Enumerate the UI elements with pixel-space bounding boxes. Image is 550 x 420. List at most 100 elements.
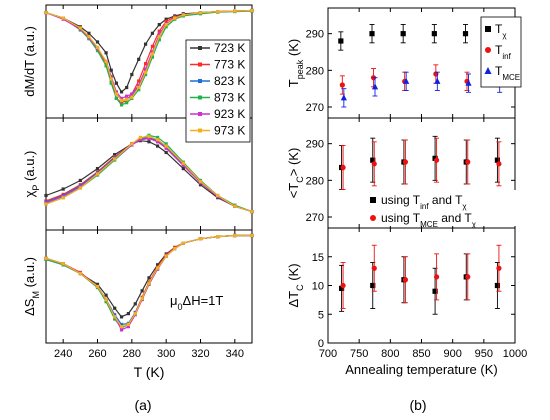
- panel-a-legend-label: 873 K: [214, 91, 245, 105]
- panel-a-data-point: [198, 179, 203, 184]
- panel-a-data-point: [140, 296, 144, 301]
- panel-a-data-point: [216, 234, 220, 239]
- panel-a-legend-marker: [198, 128, 202, 133]
- panel-a-data-point: [137, 83, 141, 87]
- panel-a: dM/dT (a.u.) χP (a.u.) ΔSM (a.u.) μ0ΔH=1T 24…: [22, 4, 254, 380]
- panel-b-y-tick-label: 10: [312, 281, 324, 293]
- panel-b-x-tick-label: 1000: [503, 348, 527, 360]
- panel-a-data-point: [61, 262, 65, 266]
- panel-b-data-point: [402, 159, 409, 165]
- panel-a-ylabel: χP (a.u.): [22, 151, 41, 198]
- panel-a-data-point: [138, 137, 143, 142]
- panel-b-data-point: [402, 277, 409, 283]
- panel-a-data-point: [216, 9, 220, 14]
- panel-a-ylabel-group: dM/dT (a.u.): [22, 26, 37, 97]
- panel-b-data-point: [369, 31, 375, 37]
- panel-a-x-tick-label: 280: [123, 348, 141, 360]
- panel-a-data-point: [137, 88, 141, 92]
- panel-a-data-point: [147, 134, 151, 138]
- panel-a-data-point: [130, 142, 134, 146]
- panel-b-data-point: [340, 94, 347, 101]
- panel-a-data-point: [233, 204, 237, 208]
- panel-a-axes-frame: [45, 229, 253, 344]
- panel-b-data-point: [494, 157, 501, 163]
- panel-a-data-point: [113, 317, 117, 321]
- panel-b-data-point: [400, 31, 406, 37]
- panel-b-data-point: [465, 274, 471, 280]
- panel-b-xlabel: Annealing temperature (K): [345, 362, 497, 377]
- panel-a-data-point: [150, 55, 155, 59]
- panel-a-data-point: [164, 19, 168, 23]
- panel-a-data-point: [104, 62, 108, 66]
- panel-b-y-tick-label: 270: [306, 102, 324, 114]
- panel-a-data-point: [181, 167, 185, 171]
- panel-a-legend-label: 723 K: [214, 41, 245, 55]
- panel-a-x-tick-label: 260: [88, 348, 106, 360]
- panel-b-data-point: [370, 157, 376, 163]
- panel-b-legend-label: Tχ: [495, 22, 507, 40]
- panel-a-x-tick-label: 320: [191, 348, 209, 360]
- panel-b-ylabel: Tpeak (K): [286, 39, 305, 87]
- panel-b-legend-top: Tχ Tinf TMCE: [480, 16, 522, 88]
- panel-a-data-point: [125, 85, 129, 90]
- panel-a-legend-marker: [198, 46, 202, 50]
- panel-a-data-point: [173, 246, 177, 251]
- panel-a-data-point: [133, 312, 137, 316]
- panel-b-data-point: [371, 161, 377, 167]
- panel-a-data-point: [113, 157, 117, 161]
- panel-b-data-point: [494, 282, 501, 289]
- panel-b-legend-marker: [370, 197, 376, 203]
- panel-a-legend-box: [185, 39, 251, 143]
- panel-a-series-line: [45, 10, 253, 106]
- panel-a-data-point: [119, 98, 124, 103]
- panel-a-data-point: [44, 202, 48, 206]
- panel-a-data-point: [78, 271, 82, 276]
- panel-a-data-point: [130, 72, 134, 77]
- panel-a-data-point: [157, 32, 161, 36]
- panel-b-data-point: [338, 285, 345, 291]
- panel-a-data-point: [119, 325, 124, 329]
- panel-a-data-point: [61, 196, 65, 200]
- panel-a-data-point: [109, 75, 113, 79]
- panel-b-x-tick-label: 850: [412, 348, 430, 360]
- panel-b-y-tick-label: 290: [306, 139, 324, 151]
- panel-a-data-point: [104, 59, 108, 64]
- panel-b-data-point: [496, 161, 502, 167]
- panel-a-data-point: [125, 101, 129, 105]
- panel-a-data-point: [198, 237, 203, 241]
- panel-a-data-point: [125, 97, 129, 102]
- panel-a-data-point: [78, 186, 82, 190]
- panel-a-data-point: [119, 322, 124, 327]
- panel-b-data-point: [433, 157, 440, 163]
- panel-a-data-point: [181, 13, 185, 17]
- panel-a-data-point: [104, 64, 108, 68]
- panel-a-data-point: [181, 161, 185, 165]
- panel-a-data-point: [150, 31, 155, 35]
- panel-b-legend-box: [365, 190, 517, 226]
- panel-a-data-point: [147, 136, 151, 141]
- panel-b-x-tick-label: 900: [443, 348, 461, 360]
- panel-a-data-point: [78, 178, 82, 183]
- panel-b-data-point: [434, 77, 441, 84]
- panel-a-data-point: [164, 144, 168, 148]
- panel-a-data-point: [126, 312, 130, 316]
- panel-a-data-point: [119, 90, 124, 94]
- panel-a-data-point: [155, 140, 160, 144]
- panel-b-data-point: [465, 159, 471, 165]
- panel-a-data-point: [233, 9, 237, 13]
- panel-a-data-point: [155, 263, 160, 267]
- panel-a-data-point: [143, 62, 148, 66]
- panel-a-data-point: [95, 282, 100, 286]
- panel-a-legend-label: 823 K: [214, 74, 245, 88]
- panel-a-data-point: [114, 90, 118, 94]
- panel-a-data-point: [181, 163, 185, 167]
- panel-a-legend-marker: [198, 112, 202, 116]
- panel-a-data-point: [61, 16, 65, 20]
- panel-a-data-point: [155, 266, 160, 270]
- panel-a-data-point: [250, 210, 254, 214]
- panel-a-data-point: [119, 328, 124, 332]
- panel-a-data-point: [140, 289, 144, 293]
- panel-a-x-tick-label: 340: [226, 348, 244, 360]
- panel-b-x-tick-label: 700: [319, 348, 337, 360]
